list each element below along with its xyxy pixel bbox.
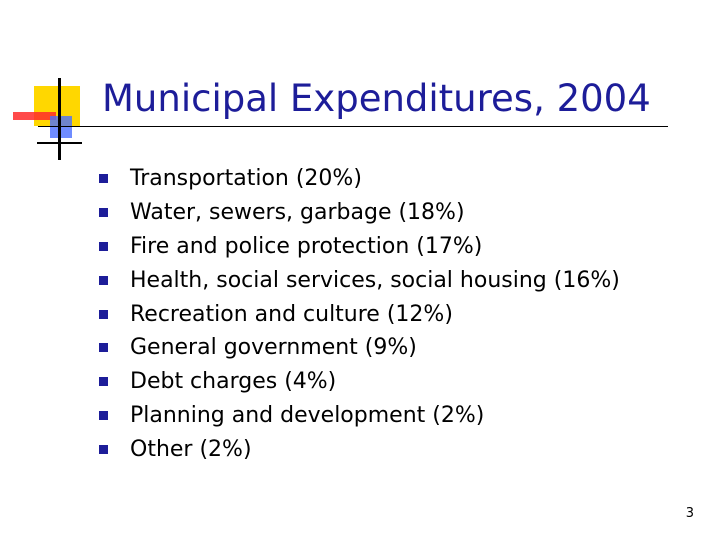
list-item: General government (9%) — [96, 331, 620, 365]
logo-vertical-line — [58, 78, 61, 160]
square-bullet-icon — [99, 377, 108, 387]
logo-red-bar — [13, 112, 56, 120]
expenditure-list: Transportation (20%) Water, sewers, garb… — [96, 162, 620, 467]
list-item-label: Debt charges (4%) — [130, 369, 337, 395]
square-bullet-icon — [99, 207, 108, 217]
logo-horizontal-line — [37, 142, 82, 144]
slide-corner-logo-icon — [13, 78, 82, 160]
list-item-label: Other (2%) — [130, 437, 252, 463]
square-bullet-icon — [99, 343, 108, 353]
square-bullet-icon — [99, 275, 108, 285]
square-bullet-icon — [99, 241, 108, 251]
list-item: Debt charges (4%) — [96, 365, 620, 399]
list-item: Other (2%) — [96, 433, 620, 467]
list-item-label: Water, sewers, garbage (18%) — [130, 199, 465, 225]
list-item: Fire and police protection (17%) — [96, 230, 620, 264]
list-item: Transportation (20%) — [96, 162, 620, 196]
list-item-label: Fire and police protection (17%) — [130, 233, 483, 259]
list-item-label: Recreation and culture (12%) — [130, 301, 453, 327]
title-divider — [38, 126, 668, 127]
list-item-label: Planning and development (2%) — [130, 403, 485, 429]
list-item: Health, social services, social housing … — [96, 264, 620, 298]
list-item-label: Health, social services, social housing … — [130, 267, 620, 293]
list-item: Water, sewers, garbage (18%) — [96, 196, 620, 230]
list-item: Recreation and culture (12%) — [96, 298, 620, 332]
square-bullet-icon — [99, 309, 108, 319]
list-item: Planning and development (2%) — [96, 399, 620, 433]
square-bullet-icon — [99, 411, 108, 421]
square-bullet-icon — [99, 445, 108, 455]
square-bullet-icon — [99, 174, 108, 183]
page-number: 3 — [685, 506, 694, 521]
list-item-label: General government (9%) — [130, 335, 417, 361]
page-title: Municipal Expenditures, 2004 — [102, 77, 651, 120]
list-item-label: Transportation (20%) — [130, 166, 362, 191]
